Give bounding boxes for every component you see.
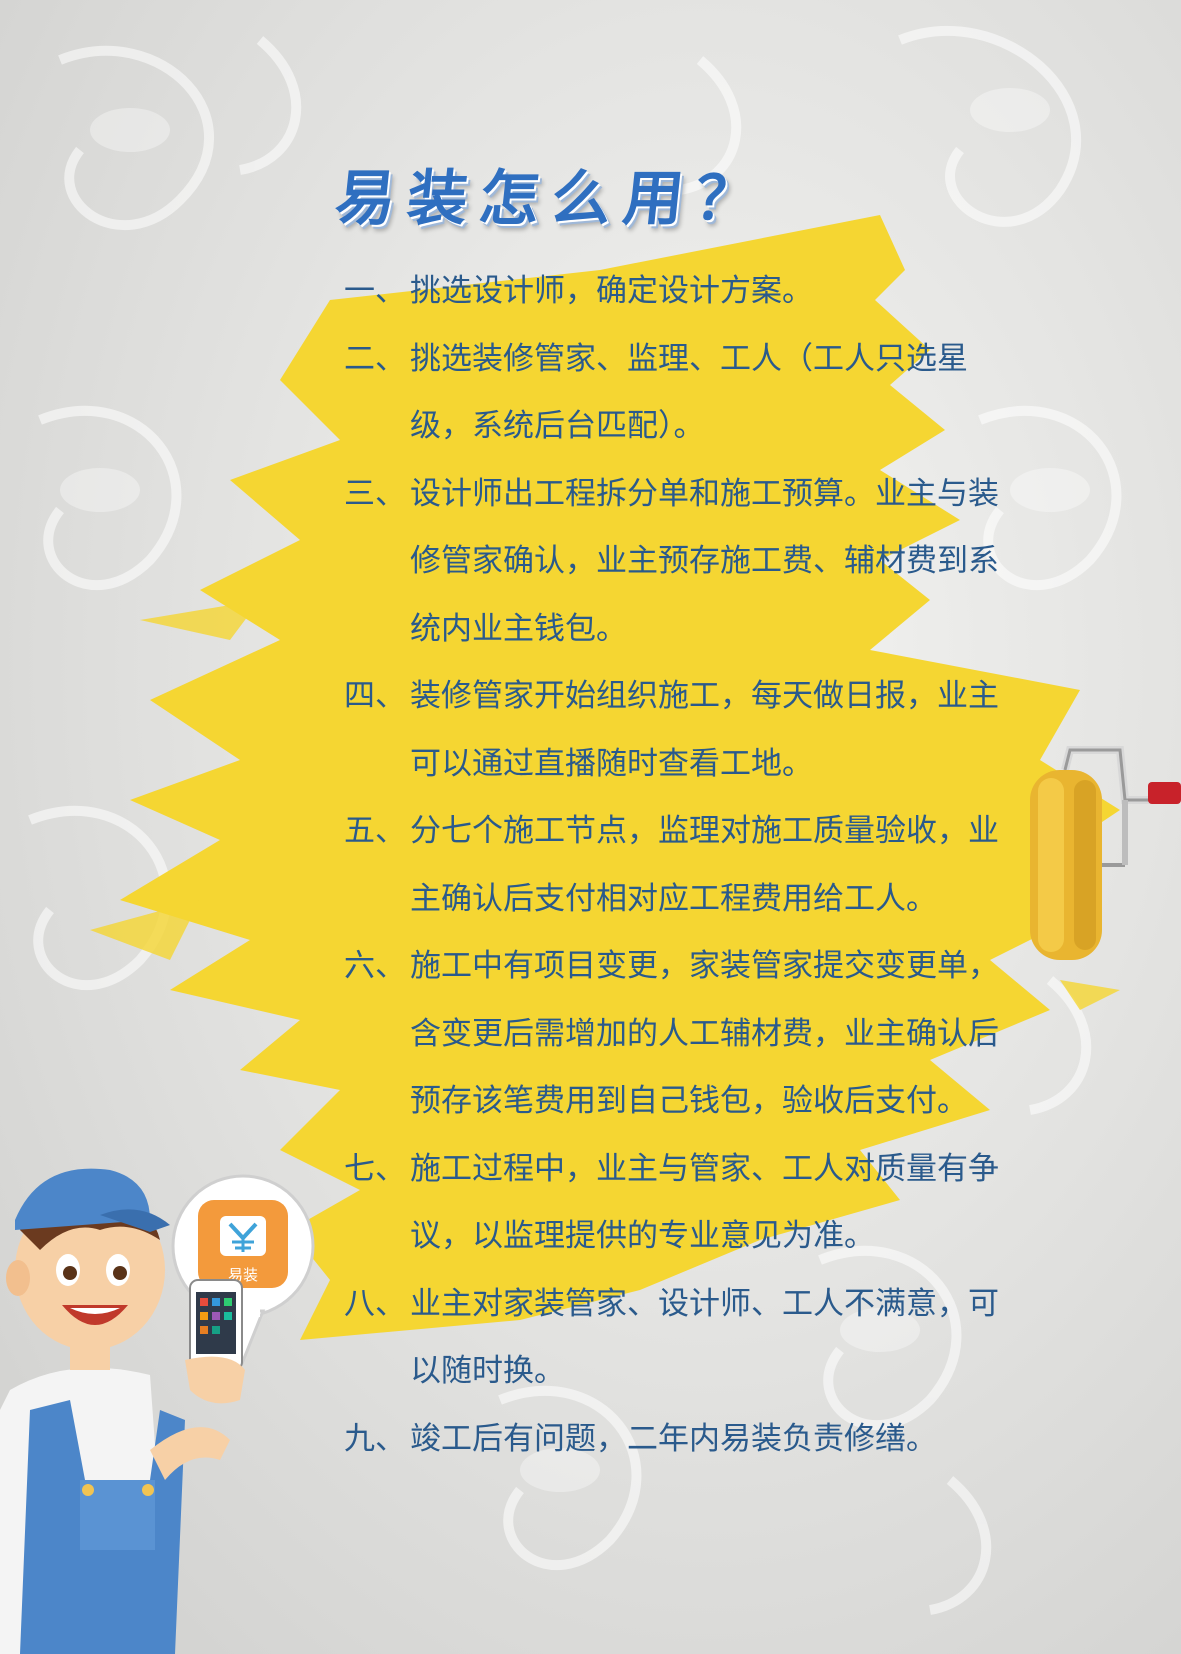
step-text: 装修管家开始组织施工，每天做日报，业主可以通过直播随时查看工地。 xyxy=(410,678,999,782)
list-item: 四、 装修管家开始组织施工，每天做日报，业主可以通过直播随时查看工地。 xyxy=(344,663,1024,798)
page-title: 易装怎么用？ xyxy=(331,164,772,234)
step-text: 施工过程中，业主与管家、工人对质量有争议，以监理提供的专业意见为准。 xyxy=(410,1150,999,1255)
step-text: 分七个施工节点，监理对施工质量验收，业主确认后支付相对应工程费用给工人。 xyxy=(410,813,999,917)
step-number: 六、 xyxy=(344,948,406,984)
list-item: 二、 挑选装修管家、监理、工人（工人只选星级，系统后台匹配）。 xyxy=(344,326,1024,461)
list-item: 一、 挑选设计师，确定设计方案。 xyxy=(344,258,1024,326)
yizhuang-app-icon: 易装 xyxy=(198,1200,288,1288)
app-logo-glyph xyxy=(220,1216,266,1256)
list-item: 八、 业主对家装管家、设计师、工人不满意，可以随时换。 xyxy=(344,1271,1024,1406)
steps-list: 一、 挑选设计师，确定设计方案。 二、 挑选装修管家、监理、工人（工人只选星级，… xyxy=(344,258,1024,1473)
step-text: 挑选装修管家、监理、工人（工人只选星级，系统后台匹配）。 xyxy=(410,340,968,445)
step-number: 二、 xyxy=(344,340,406,377)
step-number: 九、 xyxy=(344,1420,406,1457)
list-item: 七、 施工过程中，业主与管家、工人对质量有争议，以监理提供的专业意见为准。 xyxy=(344,1136,1024,1271)
step-text: 竣工后有问题，二年内易装负责修缮。 xyxy=(410,1420,937,1457)
step-number: 八、 xyxy=(344,1285,406,1322)
step-number: 一、 xyxy=(344,273,406,309)
step-text: 施工中有项目变更，家装管家提交变更单，含变更后需增加的人工辅材费，业主确认后预存… xyxy=(410,948,999,1119)
step-text: 业主对家装管家、设计师、工人不满意，可以随时换。 xyxy=(410,1285,999,1390)
list-item: 六、 施工中有项目变更，家装管家提交变更单，含变更后需增加的人工辅材费，业主确认… xyxy=(344,933,1024,1136)
step-number: 四、 xyxy=(344,678,406,714)
step-text: 设计师出工程拆分单和施工预算。业主与装修管家确认，业主预存施工费、辅材费到系统内… xyxy=(410,475,999,647)
step-number: 五、 xyxy=(344,813,406,849)
paint-roller-icon xyxy=(1030,746,1181,960)
list-item: 三、 设计师出工程拆分单和施工预算。业主与装修管家确认，业主预存施工费、辅材费到… xyxy=(344,461,1024,664)
step-number: 七、 xyxy=(344,1150,406,1187)
step-text: 挑选设计师，确定设计方案。 xyxy=(410,273,813,309)
list-item: 五、 分七个施工节点，监理对施工质量验收，业主确认后支付相对应工程费用给工人。 xyxy=(344,798,1024,933)
worker-illustration xyxy=(0,1168,245,1654)
step-number: 三、 xyxy=(344,475,406,512)
list-item: 九、 竣工后有问题，二年内易装负责修缮。 xyxy=(344,1406,1024,1474)
